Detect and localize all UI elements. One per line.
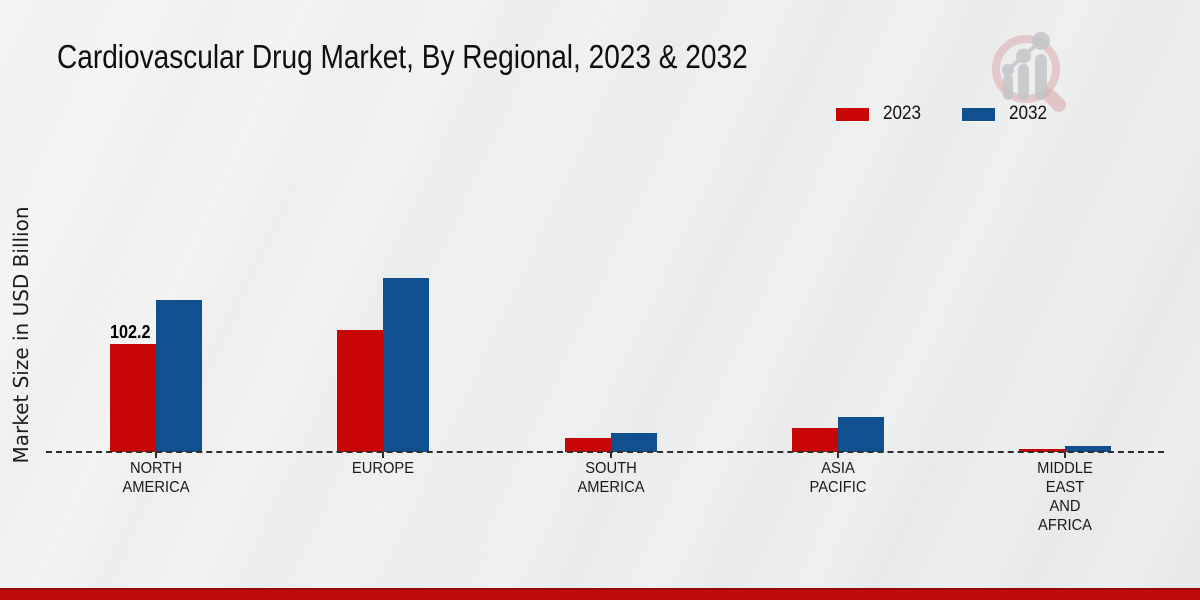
x-axis-tick: [609, 452, 612, 458]
bar-2032-north-america: [156, 300, 202, 452]
bar-2023-south-america: [564, 438, 611, 452]
bar-2032-middle-east-and-africa: [1065, 445, 1111, 452]
growth-bars-icon: [1002, 32, 1050, 100]
category-label: MIDDLE EAST AND AFRICA: [1037, 460, 1093, 534]
chart-title: Cardiovascular Drug Market, By Regional,…: [57, 38, 748, 75]
footer-accent-bar: [0, 588, 1200, 600]
legend-item-2023: 2023: [836, 103, 925, 125]
legend-label-2023: 2023: [883, 103, 922, 124]
x-axis-tick: [1064, 452, 1066, 458]
x-axis-tick: [836, 452, 839, 458]
bar-2023-asia-pacific: [791, 428, 838, 452]
legend-label-2032: 2032: [1009, 103, 1048, 124]
magnifier-handle: [1042, 88, 1066, 112]
legend-item-2032: 2032: [962, 103, 1051, 125]
legend-swatch-2032: [962, 107, 996, 121]
bar-2023-north-america: [110, 344, 156, 452]
x-axis-tick: [382, 452, 385, 458]
bar-2032-south-america: [610, 432, 657, 452]
bar-2023-europe: [337, 330, 384, 452]
bar-value-label: 102.2: [110, 322, 151, 342]
bar-2032-europe: [383, 277, 430, 452]
category-label: NORTH AMERICA: [122, 460, 190, 496]
legend-swatch-2023: [836, 107, 869, 121]
chart-legend: 2023 2032: [836, 103, 1052, 125]
x-axis-tick: [155, 452, 157, 458]
bar-2032-asia-pacific: [837, 417, 884, 452]
category-label: EUROPE: [352, 460, 415, 477]
market-research-logo-watermark: [985, 25, 1080, 117]
magnifier-bar-chart-icon: [992, 32, 1066, 112]
bar-2023-middle-east-and-africa: [1019, 449, 1065, 452]
category-label: ASIA PACIFIC: [809, 460, 867, 496]
x-axis-line: [46, 451, 1164, 453]
category-label: SOUTH AMERICA: [576, 460, 645, 496]
